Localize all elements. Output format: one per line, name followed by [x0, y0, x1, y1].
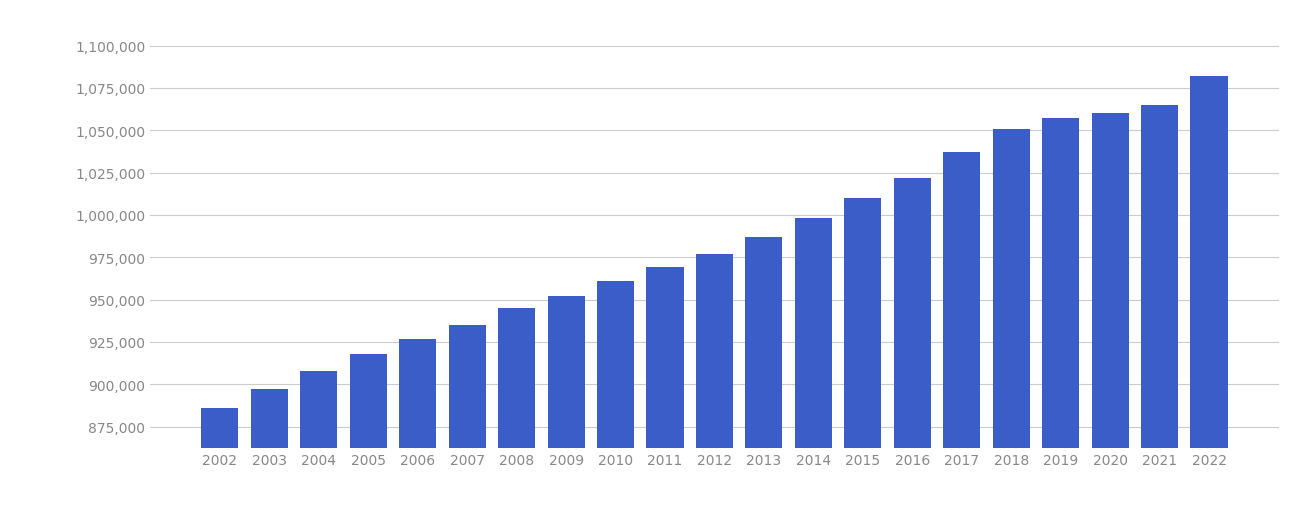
- Bar: [696, 254, 733, 509]
- Bar: [646, 268, 684, 509]
- Bar: [548, 297, 585, 509]
- Bar: [300, 371, 338, 509]
- Bar: [596, 281, 634, 509]
- Bar: [795, 219, 833, 509]
- Bar: [745, 238, 783, 509]
- Bar: [1091, 114, 1129, 509]
- Bar: [201, 408, 239, 509]
- Bar: [844, 199, 881, 509]
- Bar: [1190, 77, 1228, 509]
- Bar: [1043, 119, 1079, 509]
- Bar: [350, 354, 386, 509]
- Bar: [993, 129, 1030, 509]
- Bar: [944, 153, 980, 509]
- Bar: [449, 325, 485, 509]
- Bar: [251, 389, 288, 509]
- Bar: [499, 308, 535, 509]
- Bar: [399, 339, 436, 509]
- Bar: [1141, 106, 1178, 509]
- Bar: [894, 178, 930, 509]
